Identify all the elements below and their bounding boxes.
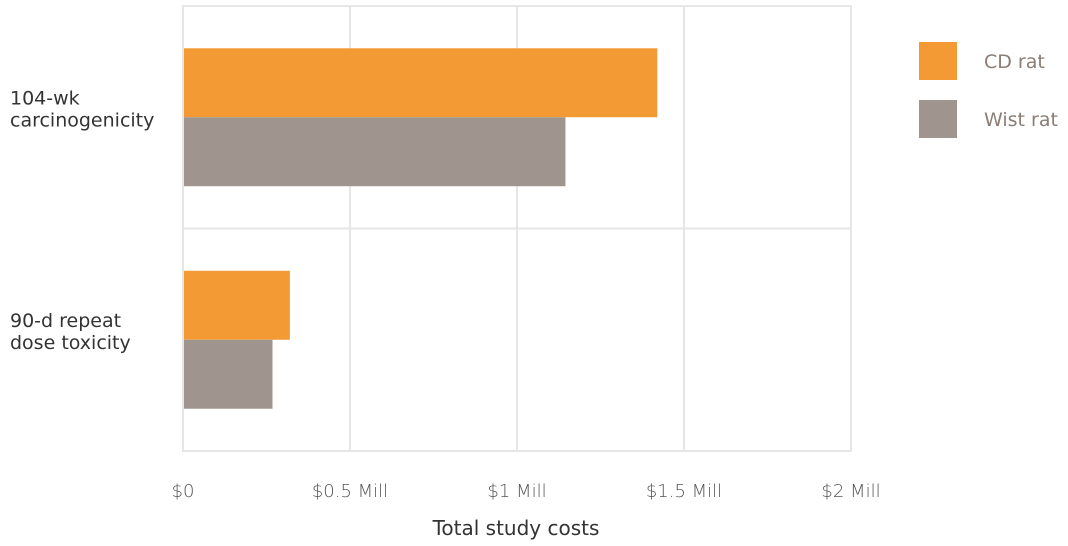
bar-wist-rat (184, 117, 566, 187)
bars (184, 48, 658, 409)
x-tick-label: $2 Mill (821, 481, 880, 502)
category-label: 104-wk carcinogenicity (10, 87, 154, 131)
legend-label: CD rat (984, 51, 1045, 73)
legend: CD rat Wist rat (919, 42, 1058, 138)
bar-wist-rat (184, 339, 273, 409)
x-axis-ticks: $0 $0.5 Mill $1 Mill $1.5 Mill $2 Mill (172, 481, 881, 502)
legend-label: Wist rat (984, 109, 1058, 131)
category-labels: 104-wk carcinogenicity 90-d repeat dose tox… (10, 87, 154, 354)
x-tick-label: $0 (172, 481, 195, 502)
bar-cd-rat (184, 270, 290, 340)
grid (182, 5, 852, 452)
x-tick-label: $1.5 Mill (646, 481, 722, 502)
x-tick-label: $1 Mill (487, 481, 546, 502)
x-axis-title: Total study costs (432, 516, 600, 540)
legend-swatch (919, 100, 957, 138)
x-tick-label: $0.5 Mill (312, 481, 388, 502)
bar-cd-rat (184, 48, 658, 118)
legend-swatch (919, 42, 957, 80)
category-label: 90-d repeat dose toxicity (10, 310, 131, 354)
